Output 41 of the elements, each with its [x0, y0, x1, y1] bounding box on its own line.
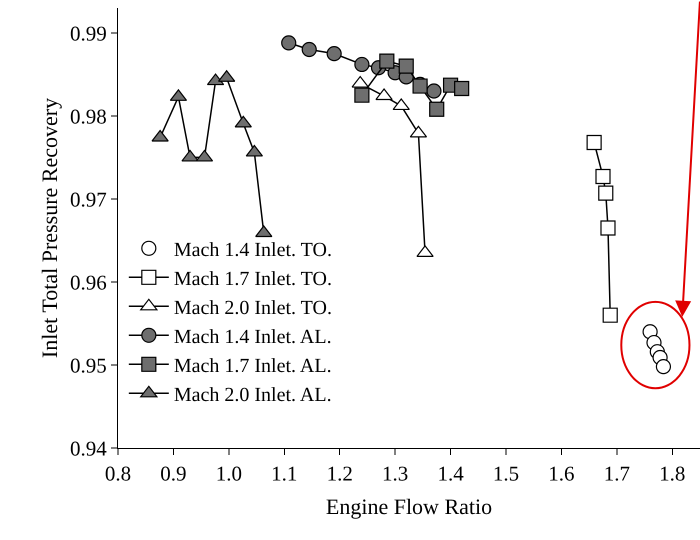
point	[595, 168, 611, 184]
x-tick-label: 1.7	[604, 461, 630, 486]
point	[429, 102, 444, 117]
point	[354, 88, 370, 103]
y-tick-label: 0.97	[70, 187, 107, 212]
point	[326, 46, 342, 62]
x-tick-label: 1.1	[271, 461, 298, 486]
x-tick-label: 1.8	[659, 461, 686, 486]
y-tick-label: 0.95	[70, 353, 107, 378]
legend-label: Mach 1.4 Inlet. TO.	[174, 239, 332, 262]
legend-label: Mach 2.0 Inlet. TO.	[174, 297, 332, 320]
point	[586, 134, 602, 150]
y-tick-label: 0.99	[70, 21, 107, 46]
x-tick-label: 1.5	[492, 461, 520, 486]
x-tick-label: 1.3	[382, 461, 408, 486]
x-axis-title: Engine Flow Ratio	[326, 494, 492, 520]
legend-label: Mach 1.7 Inlet. AL.	[174, 355, 332, 378]
y-axis-title: Inlet Total Pressure Recovery	[36, 98, 62, 358]
point	[600, 220, 616, 236]
legend-label: Mach 2.0 Inlet. AL.	[174, 384, 332, 406]
point	[281, 35, 296, 50]
point	[354, 56, 370, 72]
legend-label: Mach 1.4 Inlet. AL.	[174, 326, 332, 348]
x-tick-label: 0.9	[160, 461, 187, 486]
x-tick-label: 1.4	[437, 461, 464, 486]
y-tick-label: 0.94	[70, 436, 108, 460]
y-tick-label: 0.96	[70, 270, 107, 294]
legend-label: Mach 1.7 Inlet. TO.	[174, 268, 332, 290]
point	[598, 186, 614, 201]
x-tick-label: 1.6	[548, 461, 575, 486]
y-tick-label: 0.98	[70, 104, 107, 128]
point	[656, 359, 672, 374]
point	[302, 42, 317, 58]
point	[602, 308, 618, 323]
point	[454, 80, 470, 96]
point	[426, 83, 442, 99]
point	[398, 58, 414, 74]
x-tick-label: 1.2	[326, 461, 353, 486]
x-tick-label: 1.0	[216, 461, 242, 486]
x-tick-label: 0.8	[104, 461, 132, 486]
point	[379, 54, 394, 69]
